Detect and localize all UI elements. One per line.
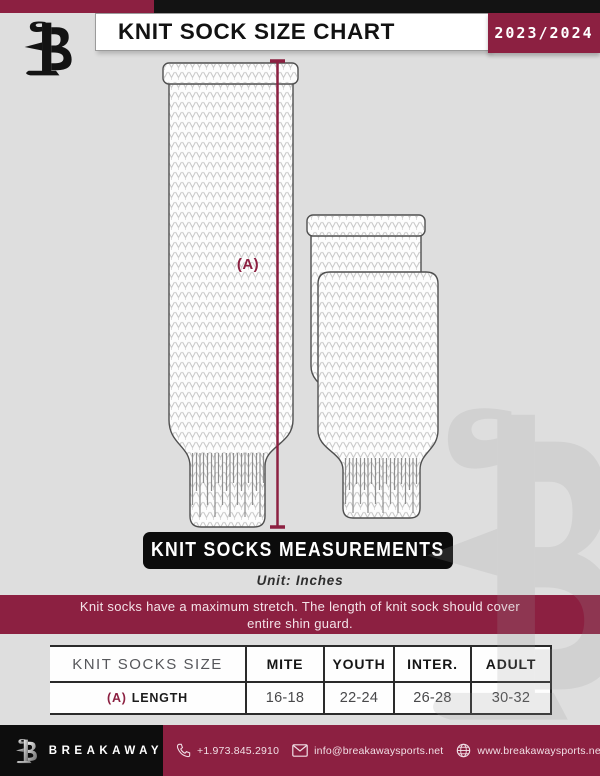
footer-email-text[interactable]: info@breakawaysports.net [314,744,444,757]
sock-small [317,271,439,519]
stretch-note-banner: Knit socks have a maximum stretch. The l… [0,595,600,634]
stretch-note-line1: Knit socks have a maximum stretch. The l… [79,598,521,614]
phone-icon [176,743,191,758]
page-title-bar: KNIT SOCK SIZE CHART [95,13,490,51]
measurement-label-a: (A) [236,256,260,273]
footer-brand-name: BREAKAWAY [48,744,163,757]
footer-website-text[interactable]: www.breakawaysports.net [477,744,600,757]
length-row-prefix: (A) [107,691,127,705]
sock-medium [306,214,426,441]
table-row-length: (A) LENGTH 16-18 22-24 26-28 30-32 [50,683,550,713]
knit-sock-diagram [162,59,439,529]
size-table-header-row: KNIT SOCKS SIZE MITE YOUTH INTER. ADULT [50,647,550,683]
header-accent-strip-black [154,0,600,13]
length-row-label: (A) LENGTH [50,683,245,713]
stretch-note-line2: entire shin guard. [247,615,353,631]
footer-phone: +1.973.845.2910 [176,743,279,758]
footer-brand-block: BREAKAWAY [0,725,163,776]
footer-phone-text[interactable]: +1.973.845.2910 [197,744,280,757]
footer-contact-block: +1.973.845.2910 info@breakawaysports.net… [163,725,600,776]
length-row-text: LENGTH [131,691,188,705]
footer-email: info@breakawaysports.net [292,744,443,757]
email-icon [292,744,308,757]
unit-label: Unit: Inches [256,573,344,588]
size-column-adult: ADULT [470,647,550,681]
globe-icon [457,743,471,758]
footer-website: www.breakawaysports.net [456,743,600,758]
length-value-youth: 22-24 [323,683,393,713]
length-value-inter: 26-28 [393,683,470,713]
season-badge: 2023/2024 [488,13,600,53]
sock-large [162,62,299,528]
footer: BREAKAWAY +1.973.845.2910 info@breakaway… [0,725,600,776]
measurements-banner: KNIT SOCKS MEASUREMENTS [143,532,453,569]
length-value-mite: 16-18 [245,683,323,713]
size-column-inter: INTER. [393,647,470,681]
header-accent-strip-maroon [0,0,154,13]
size-column-youth: YOUTH [323,647,393,681]
breakaway-footer-logo-icon [14,735,40,766]
measurement-line [270,59,285,529]
size-table-title-cell: KNIT SOCKS SIZE [72,655,223,673]
size-column-mite: MITE [245,647,323,681]
page-title: KNIT SOCK SIZE CHART [118,19,396,44]
length-value-adult: 30-32 [470,683,550,713]
season-label: 2023/2024 [494,24,594,42]
breakaway-logo-icon [20,17,78,77]
size-table: KNIT SOCKS SIZE MITE YOUTH INTER. ADULT … [50,645,552,715]
measurements-banner-label: KNIT SOCKS MEASUREMENTS [151,539,445,561]
